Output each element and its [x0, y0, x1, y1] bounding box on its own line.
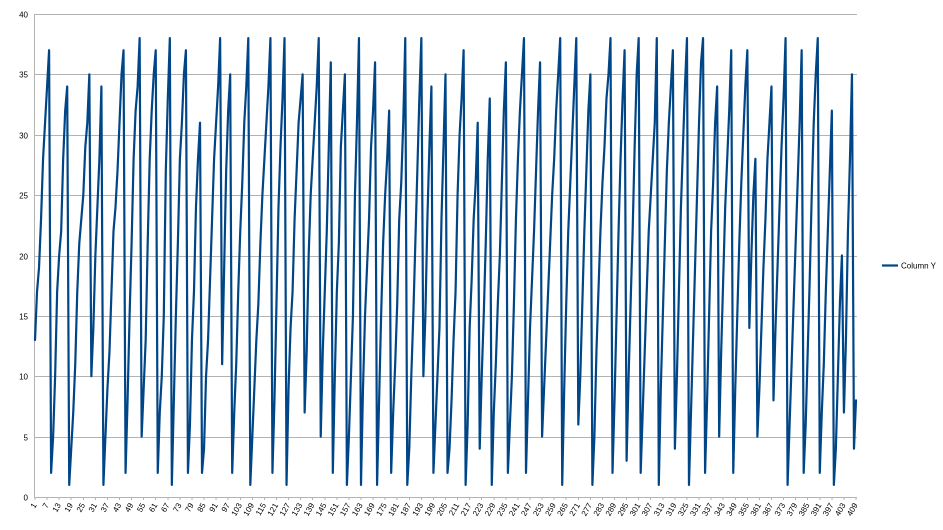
x-tick-label: 43	[111, 501, 124, 514]
x-tick-label: 319	[664, 501, 679, 518]
x-tick-label: 7	[41, 501, 51, 510]
x-tick-label: 295	[616, 501, 631, 518]
x-tick-label: 253	[531, 501, 546, 518]
x-tick-label: 277	[580, 501, 595, 518]
x-tick-label: 241	[507, 501, 522, 518]
x-tick-label: 265	[555, 501, 570, 518]
x-tick-label: 307	[640, 501, 655, 518]
axes	[34, 14, 857, 500]
x-tick-label: 31	[87, 501, 100, 514]
x-tick-label: 175	[374, 501, 389, 518]
x-tick-label: 331	[688, 501, 703, 518]
x-tick-label: 85	[196, 501, 209, 514]
x-tick-label: 25	[75, 501, 88, 514]
x-tick-label: 361	[749, 501, 764, 518]
x-tick-label: 409	[845, 501, 860, 518]
x-tick-label: 37	[99, 501, 112, 514]
x-tick-label: 235	[495, 501, 510, 518]
x-tick-label: 301	[628, 501, 643, 518]
x-tick-label: 145	[314, 501, 329, 518]
x-tick-label: 397	[821, 501, 836, 518]
x-tick-label: 79	[183, 501, 196, 514]
x-tick-label: 271	[568, 501, 583, 518]
x-tick-label: 247	[519, 501, 534, 518]
y-tick-label: 40	[19, 11, 28, 20]
x-tick-label: 325	[676, 501, 691, 518]
y-tick-label: 35	[19, 71, 28, 80]
x-tick-label: 121	[266, 501, 281, 518]
y-tick-label: 0	[24, 494, 29, 503]
x-tick-label: 337	[700, 501, 715, 518]
x-tick-label: 385	[797, 501, 812, 518]
y-tick-label: 25	[19, 192, 28, 201]
x-tick-label: 151	[326, 501, 341, 518]
series-line-column-y	[33, 37, 858, 487]
x-tick-label: 109	[242, 501, 257, 518]
y-axis-tick-labels: 0 5 10 15 20 25 30 35 40	[19, 11, 28, 503]
x-tick-label: 223	[471, 501, 486, 518]
x-tick-label: 193	[411, 501, 426, 518]
x-tick-label: 373	[773, 501, 788, 518]
y-tick-label: 5	[24, 434, 29, 443]
x-tick-label: 133	[290, 501, 305, 518]
x-tick-label: 217	[459, 501, 474, 518]
x-tick-label: 187	[399, 501, 414, 518]
x-tick-label: 127	[278, 501, 293, 518]
x-tick-label: 211	[447, 501, 461, 517]
x-tick-label: 67	[159, 501, 172, 514]
x-tick-label: 55	[135, 501, 148, 514]
y-tick-label: 20	[19, 253, 28, 262]
x-tick-label: 1	[29, 501, 39, 510]
y-tick-label: 10	[19, 373, 28, 382]
legend: Column Y	[882, 262, 937, 271]
x-tick-label: 343	[712, 501, 727, 518]
x-tick-label: 19	[63, 501, 76, 514]
series-group	[33, 37, 858, 487]
y-tick-label: 30	[19, 132, 28, 141]
x-tick-label: 205	[435, 501, 450, 518]
x-tick-label: 49	[123, 501, 136, 514]
x-tick-label: 313	[652, 501, 667, 518]
x-tick-label: 169	[362, 501, 377, 518]
y-tick-label: 15	[19, 313, 28, 322]
x-tick-label: 259	[543, 501, 558, 518]
x-tick-label: 91	[208, 501, 221, 514]
x-tick-label: 403	[833, 501, 848, 518]
x-tick-label: 163	[350, 501, 365, 518]
x-tick-label: 73	[171, 501, 184, 514]
x-tick-label: 289	[604, 501, 619, 518]
x-tick-label: 391	[809, 501, 824, 518]
x-tick-label: 379	[785, 501, 800, 518]
x-tick-label: 103	[230, 501, 245, 518]
x-tick-label: 61	[147, 501, 160, 514]
x-tick-label: 199	[423, 501, 438, 518]
x-tick-label: 349	[725, 501, 740, 518]
x-tick-label: 181	[386, 501, 401, 518]
x-axis-tick-labels: 1 7 13 19 25 31 37 43 49 55 61 67 73 79 85 91 9710310911…	[29, 501, 860, 518]
x-tick-label: 367	[761, 501, 776, 518]
x-tick-label: 283	[592, 501, 607, 518]
x-tick-label: 355	[737, 501, 752, 518]
x-tick-label: 157	[338, 501, 353, 518]
x-tick-label: 139	[302, 501, 317, 518]
x-tick-label: 115	[254, 501, 268, 517]
x-tick-label: 13	[51, 501, 64, 514]
x-tick-label: 229	[483, 501, 498, 518]
legend-label: Column Y	[901, 262, 937, 271]
